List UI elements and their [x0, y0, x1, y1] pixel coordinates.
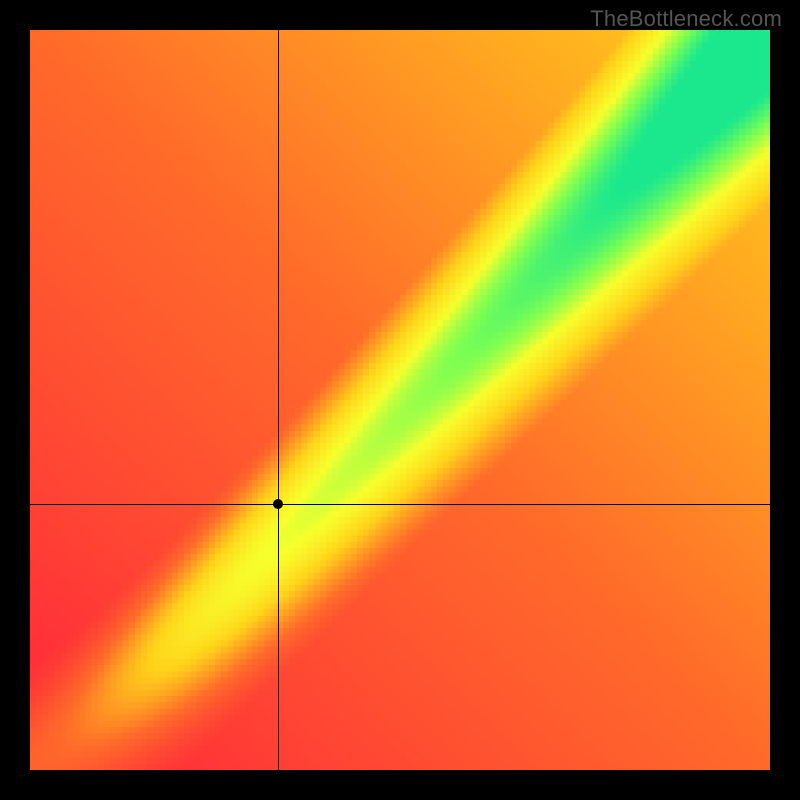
crosshair-vertical — [278, 30, 279, 770]
watermark-text: TheBottleneck.com — [590, 6, 782, 32]
crosshair-horizontal — [30, 504, 770, 505]
marker-point — [273, 499, 283, 509]
chart-frame: TheBottleneck.com — [0, 0, 800, 800]
plot-area — [30, 30, 770, 770]
heatmap-canvas — [30, 30, 770, 770]
